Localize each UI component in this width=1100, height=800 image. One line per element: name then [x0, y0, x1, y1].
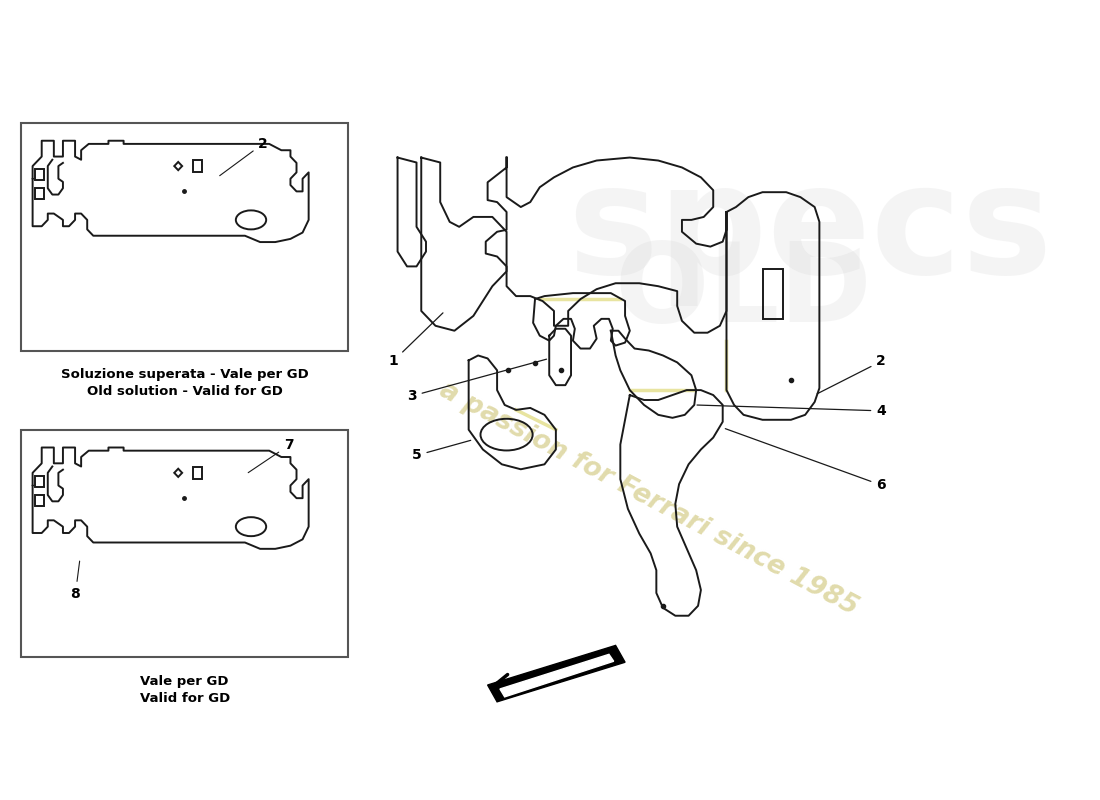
Text: Vale per GD: Vale per GD	[141, 675, 229, 688]
Bar	[762, 270, 783, 319]
Text: 7: 7	[249, 438, 294, 473]
Bar	[194, 160, 202, 172]
Text: 1: 1	[388, 313, 443, 368]
Text: 5: 5	[411, 440, 471, 462]
Text: Old solution - Valid for GD: Old solution - Valid for GD	[87, 385, 283, 398]
Bar	[35, 495, 44, 506]
Text: 8: 8	[70, 561, 80, 601]
Polygon shape	[487, 646, 625, 702]
Text: 3: 3	[407, 359, 547, 403]
Text: 4: 4	[697, 404, 886, 418]
Bar	[35, 188, 44, 199]
Text: OLD: OLD	[615, 238, 872, 345]
Text: a passion for Ferrari since 1985: a passion for Ferrari since 1985	[436, 377, 862, 621]
Text: specs: specs	[568, 158, 1053, 306]
Bar	[35, 476, 44, 487]
Bar	[35, 170, 44, 180]
Polygon shape	[499, 654, 614, 697]
Text: 6: 6	[725, 429, 886, 492]
Text: 2: 2	[220, 137, 268, 176]
Text: Soluzione superata - Vale per GD: Soluzione superata - Vale per GD	[60, 368, 309, 382]
Text: 2: 2	[817, 354, 886, 394]
Bar	[21, 430, 349, 658]
Bar	[21, 123, 349, 350]
Text: Valid for GD: Valid for GD	[140, 692, 230, 705]
Bar	[194, 466, 202, 478]
